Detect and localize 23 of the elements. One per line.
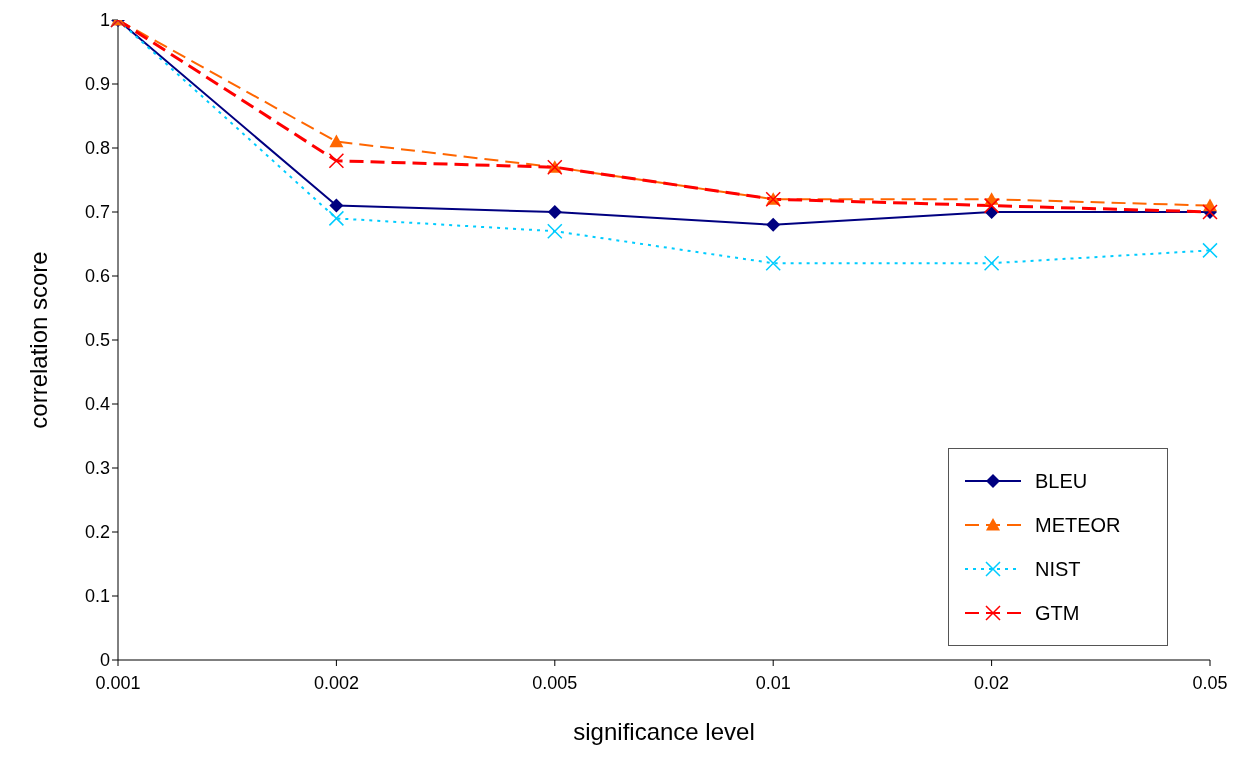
- y-tick-label: 0.2: [84, 522, 110, 543]
- y-tick-label: 0.7: [84, 202, 110, 223]
- y-axis-title: correlation score: [24, 251, 52, 429]
- y-tick-label: 1: [99, 10, 110, 31]
- x-tick-label: 0.001: [95, 672, 141, 693]
- y-tick-label: 0.8: [84, 138, 110, 159]
- y-tick-label: 0.4: [84, 394, 110, 415]
- x-tick-label: 0.002: [313, 672, 359, 693]
- y-tick-label: 0.5: [84, 330, 110, 351]
- legend-label: GTM: [1035, 601, 1080, 625]
- y-tick-label: 0.1: [84, 586, 110, 607]
- x-tick-label: 0.01: [755, 672, 791, 693]
- y-tick-label: 0.3: [84, 458, 110, 479]
- legend-label: BLEU: [1035, 469, 1088, 493]
- y-tick-label: 0: [99, 650, 110, 671]
- y-tick-label: 0.9: [84, 74, 110, 95]
- x-tick-label: 0.005: [532, 672, 578, 693]
- y-tick-label: 0.6: [84, 266, 110, 287]
- legend-label: METEOR: [1035, 513, 1121, 537]
- x-tick-label: 0.02: [974, 672, 1010, 693]
- x-axis-title: significance level: [573, 718, 755, 745]
- legend-label: NIST: [1035, 557, 1081, 581]
- x-tick-label: 0.05: [1192, 672, 1228, 693]
